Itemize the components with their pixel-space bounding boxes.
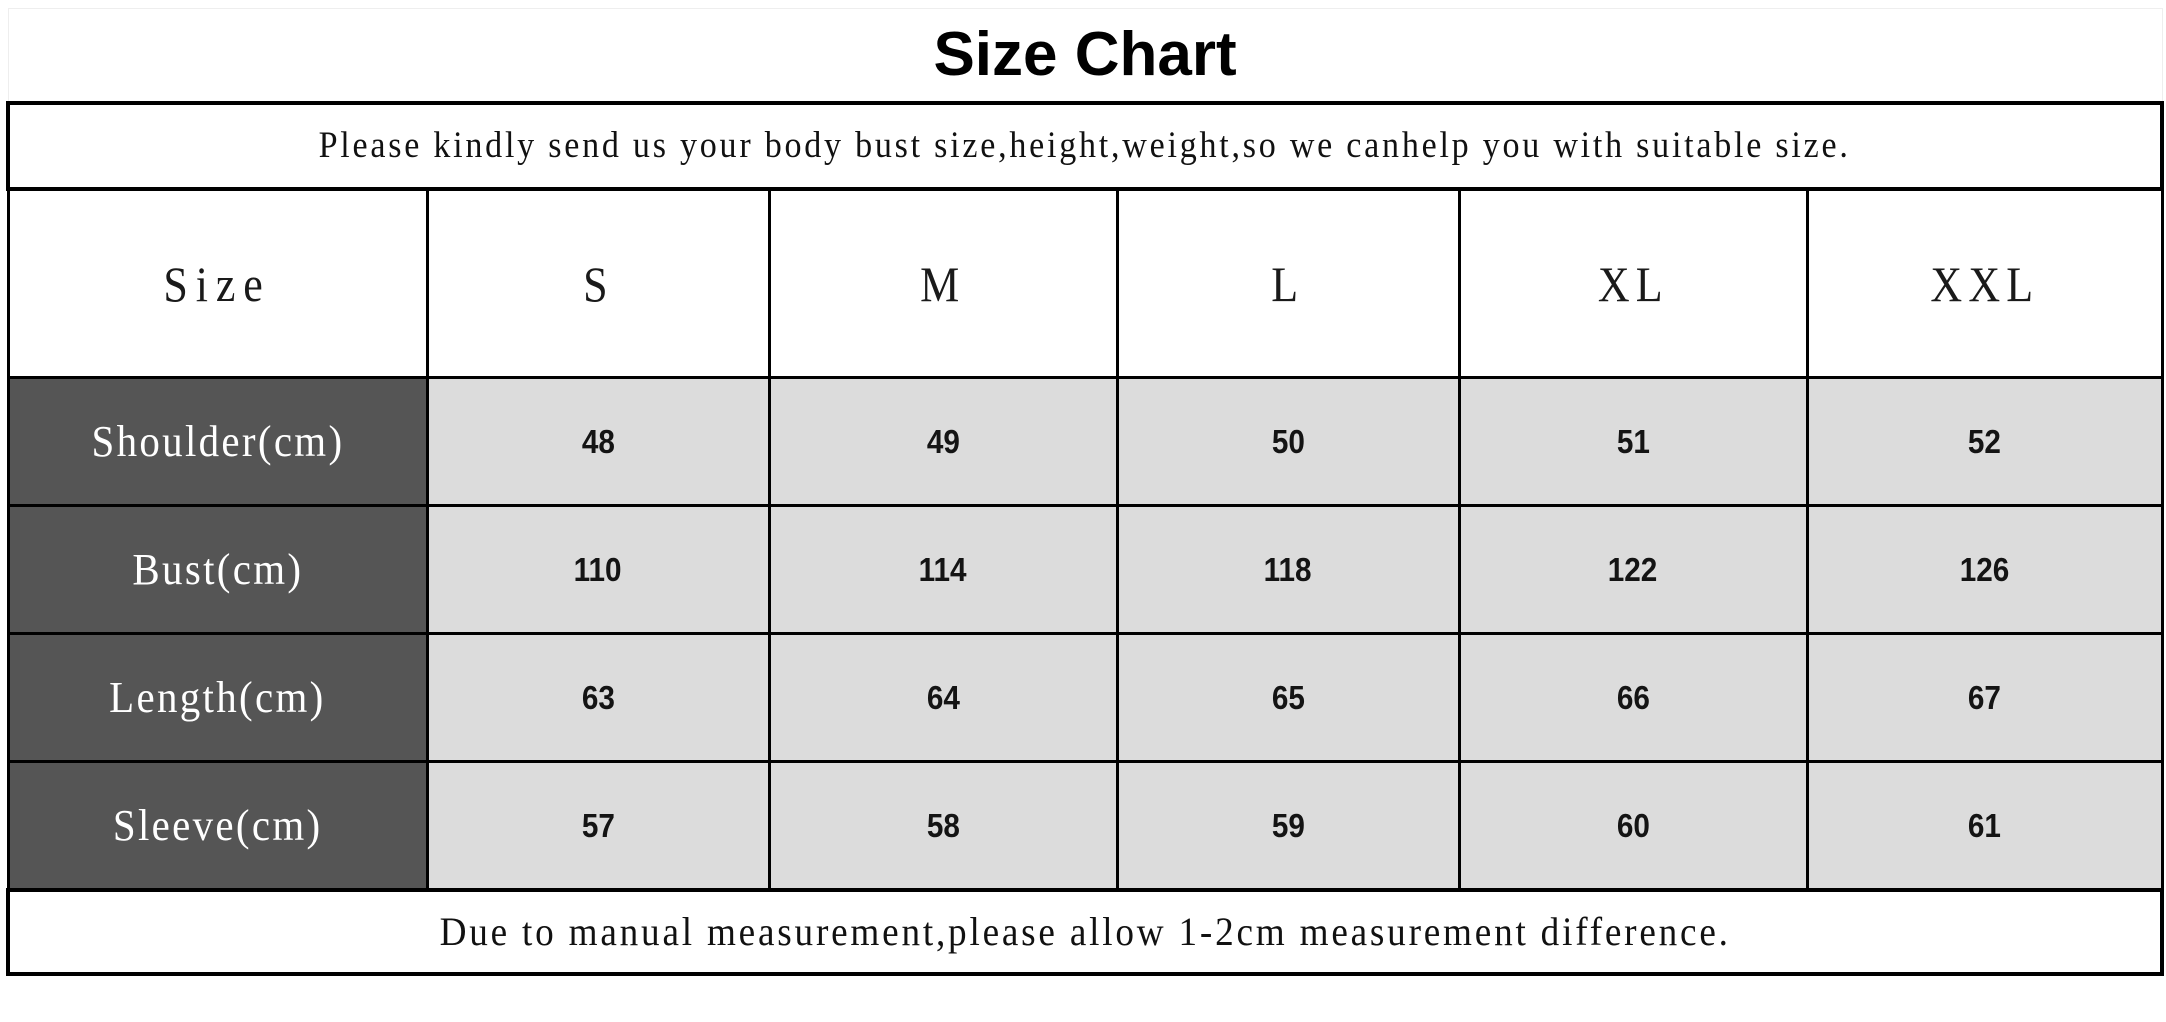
cell-bust-m: 114	[767, 504, 1119, 635]
table-row: Sleeve(cm) 57 58 59 60 61	[6, 760, 2164, 892]
header-cell-m: M	[767, 187, 1119, 379]
cell-shoulder-xl: 51	[1457, 376, 1809, 507]
header-label-xl: XL	[1597, 255, 1669, 312]
cell-length-m: 64	[767, 632, 1119, 763]
cell-value: 58	[926, 807, 960, 844]
note-bottom-cell: Due to manual measurement,please allow 1…	[5, 888, 2165, 976]
cell-value: 59	[1271, 807, 1305, 844]
header-cell-xl: XL	[1457, 187, 1809, 379]
note-top-text: Please kindly send us your body bust siz…	[319, 124, 1852, 166]
cell-bust-xxl: 126	[1805, 504, 2164, 635]
cell-value: 110	[574, 551, 622, 588]
cell-value: 67	[1968, 679, 2002, 716]
header-cell-size: Size	[6, 187, 429, 379]
cell-value: 64	[926, 679, 960, 716]
header-cell-l: L	[1115, 187, 1461, 379]
cell-value: 118	[1264, 551, 1312, 588]
header-label-l: L	[1271, 255, 1305, 312]
row-label-length: Length(cm)	[6, 632, 429, 763]
cell-value: 114	[919, 551, 967, 588]
note-top-row: Please kindly send us your body bust siz…	[5, 103, 2165, 191]
cell-value: 57	[581, 807, 615, 844]
header-label-m: M	[920, 255, 966, 312]
cell-length-xl: 66	[1457, 632, 1809, 763]
size-chart-table: Size Chart Please kindly send us your bo…	[5, 8, 2165, 976]
row-label-text: Sleeve(cm)	[112, 800, 323, 850]
title-row: Size Chart	[7, 8, 2163, 105]
cell-bust-l: 118	[1115, 504, 1461, 635]
cell-sleeve-m: 58	[767, 760, 1119, 892]
row-label-shoulder: Shoulder(cm)	[6, 376, 429, 507]
cell-value: 63	[581, 679, 615, 716]
cell-bust-s: 110	[425, 504, 771, 635]
cell-shoulder-s: 48	[425, 376, 771, 507]
row-label-text: Bust(cm)	[132, 544, 303, 594]
title-cell: Size Chart	[7, 8, 2163, 105]
table-row: Bust(cm) 110 114 118 122 126	[6, 504, 2164, 635]
cell-shoulder-l: 50	[1115, 376, 1461, 507]
cell-value: 66	[1616, 679, 1650, 716]
cell-sleeve-l: 59	[1115, 760, 1461, 892]
cell-length-l: 65	[1115, 632, 1461, 763]
cell-value: 61	[1968, 807, 2002, 844]
page-title: Size Chart	[933, 20, 1237, 89]
cell-value: 126	[1959, 551, 2010, 588]
header-label-s: S	[582, 255, 614, 312]
cell-shoulder-xxl: 52	[1805, 376, 2164, 507]
header-label-size: Size	[163, 255, 272, 312]
table-header-row: Size S M L XL XXL	[6, 187, 2164, 379]
note-bottom-row: Due to manual measurement,please allow 1…	[5, 888, 2165, 976]
cell-shoulder-m: 49	[767, 376, 1119, 507]
cell-sleeve-xxl: 61	[1805, 760, 2164, 892]
cell-value: 52	[1968, 423, 2002, 460]
note-top-cell: Please kindly send us your body bust siz…	[5, 103, 2165, 191]
cell-length-s: 63	[425, 632, 771, 763]
row-label-sleeve: Sleeve(cm)	[6, 760, 429, 892]
cell-value: 48	[581, 423, 615, 460]
header-cell-s: S	[425, 187, 771, 379]
cell-bust-xl: 122	[1457, 504, 1809, 635]
cell-sleeve-s: 57	[425, 760, 771, 892]
cell-value: 60	[1616, 807, 1650, 844]
header-cell-xxl: XXL	[1805, 187, 2164, 379]
note-bottom-text: Due to manual measurement,please allow 1…	[439, 909, 1731, 954]
table-row: Length(cm) 63 64 65 66 67	[6, 632, 2164, 763]
row-label-text: Length(cm)	[109, 672, 326, 722]
row-label-bust: Bust(cm)	[6, 504, 429, 635]
cell-value: 49	[926, 423, 960, 460]
cell-length-xxl: 67	[1805, 632, 2164, 763]
row-label-text: Shoulder(cm)	[91, 416, 344, 466]
cell-sleeve-xl: 60	[1457, 760, 1809, 892]
table-row: Shoulder(cm) 48 49 50 51 52	[6, 376, 2164, 507]
cell-value: 122	[1608, 551, 1658, 588]
cell-value: 50	[1271, 423, 1305, 460]
header-label-xxl: XXL	[1930, 255, 2039, 312]
cell-value: 51	[1616, 423, 1650, 460]
cell-value: 65	[1271, 679, 1305, 716]
